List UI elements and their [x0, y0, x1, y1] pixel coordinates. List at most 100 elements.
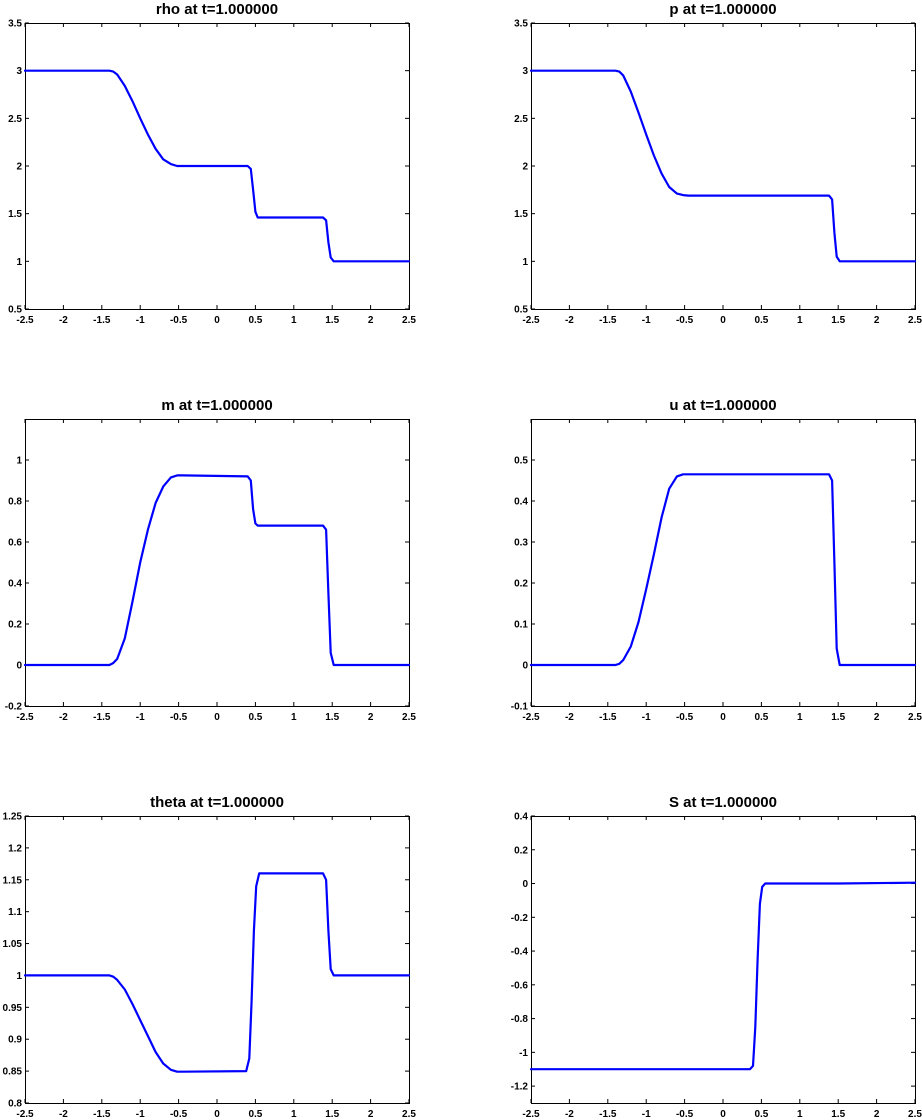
x-tick-label: 0 [720, 712, 726, 723]
y-tick-label: 0 [16, 661, 22, 672]
y-tick-label: 0.8 [8, 1099, 22, 1110]
plot-title: m at t=1.000000 [161, 397, 272, 414]
y-tick-label: 1.15 [3, 875, 23, 886]
x-tick-label: 0.5 [754, 712, 768, 723]
y-tick-label: 0.5 [8, 305, 22, 316]
x-tick-label: -2.5 [522, 1109, 540, 1120]
y-tick-label: 1.25 [3, 812, 23, 823]
x-tick-label: 1 [797, 712, 803, 723]
x-tick-label: 2.5 [908, 315, 922, 326]
x-tick-label: -1 [642, 315, 651, 326]
x-tick-label: -0.5 [676, 315, 694, 326]
x-tick-label: -0.5 [676, 1109, 694, 1120]
x-tick-label: -1 [136, 315, 145, 326]
y-tick-label: 0.4 [514, 497, 528, 508]
x-tick-label: -1 [136, 1109, 145, 1120]
plot-title: u at t=1.000000 [669, 397, 776, 414]
y-tick-label: 1.05 [3, 939, 23, 950]
series-line-p [529, 69, 917, 263]
y-tick-label: 0.6 [8, 538, 22, 549]
y-tick-label: 0.2 [514, 579, 528, 590]
plot-title: theta at t=1.000000 [150, 794, 284, 811]
y-tick-label: 1 [16, 257, 22, 268]
x-tick-label: -1.5 [599, 1109, 617, 1120]
y-tick-label: 0.95 [3, 1003, 23, 1014]
x-tick-label: 0.5 [248, 1109, 262, 1120]
y-tick-label: 0.9 [8, 1035, 22, 1046]
y-tick-label: 0.5 [514, 456, 528, 467]
plot-title: rho at t=1.000000 [156, 1, 278, 18]
x-tick-label: 1 [797, 1109, 803, 1120]
y-tick-label: 3 [16, 66, 22, 77]
x-tick-label: 0.5 [248, 712, 262, 723]
y-tick-label: 2 [522, 162, 528, 173]
x-tick-label: 0 [214, 712, 220, 723]
x-tick-label: -2 [59, 315, 68, 326]
x-tick-label: 1.5 [831, 1109, 845, 1120]
y-tick-label: 0.2 [8, 620, 22, 631]
x-tick-label: -2 [59, 1109, 68, 1120]
x-tick-label: -2.5 [16, 315, 34, 326]
x-tick-label: 1 [797, 315, 803, 326]
y-tick-label: 1.5 [8, 209, 22, 220]
y-tick-label: -0.8 [511, 1014, 529, 1025]
series-line-m [23, 474, 411, 667]
y-tick-label: -1 [519, 1048, 528, 1059]
x-tick-label: -1.5 [93, 315, 111, 326]
x-tick-label: -1 [642, 712, 651, 723]
x-tick-label: 1 [291, 1109, 297, 1120]
x-tick-label: -1.5 [93, 712, 111, 723]
x-tick-label: 2.5 [402, 315, 416, 326]
x-tick-label: 2 [874, 315, 880, 326]
x-tick-label: 2.5 [402, 1109, 416, 1120]
x-tick-label: -2 [565, 712, 574, 723]
x-tick-label: 0 [720, 1109, 726, 1120]
x-tick-label: 0.5 [248, 315, 262, 326]
x-tick-label: 1.5 [325, 315, 339, 326]
x-tick-label: 1.5 [325, 1109, 339, 1120]
x-tick-label: 0 [214, 315, 220, 326]
x-tick-label: 0 [720, 315, 726, 326]
series-line-u [529, 473, 917, 667]
y-tick-label: 3.5 [514, 19, 528, 30]
x-tick-label: 2.5 [908, 1109, 922, 1120]
x-tick-label: 2 [368, 1109, 374, 1120]
y-tick-label: 0.85 [3, 1067, 23, 1078]
y-tick-label: 1.5 [514, 209, 528, 220]
x-tick-label: 2.5 [908, 712, 922, 723]
x-tick-label: 1.5 [325, 712, 339, 723]
y-tick-label: 0 [522, 879, 528, 890]
y-tick-label: 2.5 [8, 114, 22, 125]
y-tick-label: 0.4 [8, 579, 22, 590]
y-tick-label: 3.5 [8, 19, 22, 30]
plot-frame [531, 23, 916, 310]
x-tick-label: 1.5 [831, 712, 845, 723]
y-tick-label: -0.2 [511, 913, 529, 924]
series-line-rho [23, 69, 411, 263]
series-line-theta [23, 872, 411, 1073]
x-tick-label: -1 [136, 712, 145, 723]
plot-title: S at t=1.000000 [669, 794, 777, 811]
plot-frame [531, 419, 916, 707]
subplot-1: p at t=1.000000 -2.5 -2 -1.5 -1 -0.5 0 0.5 1 1.5 2… [514, 1, 922, 326]
y-tick-label: 1.2 [8, 843, 22, 854]
x-tick-label: -2 [59, 712, 68, 723]
subplot-2: m at t=1.000000 -2.5 -2 -1.5 -1 -0.5 0 0.5 1 1.5 2… [5, 397, 417, 723]
subplot-4: theta at t=1.000000 -2.5 -2 -1.5 -1 -0.5 0 0.5 1… [3, 794, 417, 1120]
plot-frame [25, 816, 410, 1104]
x-tick-label: 1 [291, 315, 297, 326]
subplot-0: rho at t=1.000000 -2.5 -2 -1.5 -1 -0.5 0 0.5 1 1.… [8, 1, 416, 326]
x-tick-label: -1.5 [93, 1109, 111, 1120]
x-tick-label: -2.5 [522, 315, 540, 326]
y-tick-label: 0.3 [514, 538, 528, 549]
x-tick-label: -2.5 [16, 712, 34, 723]
y-tick-label: 0.1 [514, 620, 528, 631]
y-tick-label: -0.4 [511, 947, 529, 958]
y-tick-label: 0.8 [8, 497, 22, 508]
x-tick-label: 2 [874, 712, 880, 723]
x-tick-label: 1 [291, 712, 297, 723]
x-tick-label: -2.5 [16, 1109, 34, 1120]
series-line-S [529, 881, 917, 1071]
x-tick-label: -2.5 [522, 712, 540, 723]
